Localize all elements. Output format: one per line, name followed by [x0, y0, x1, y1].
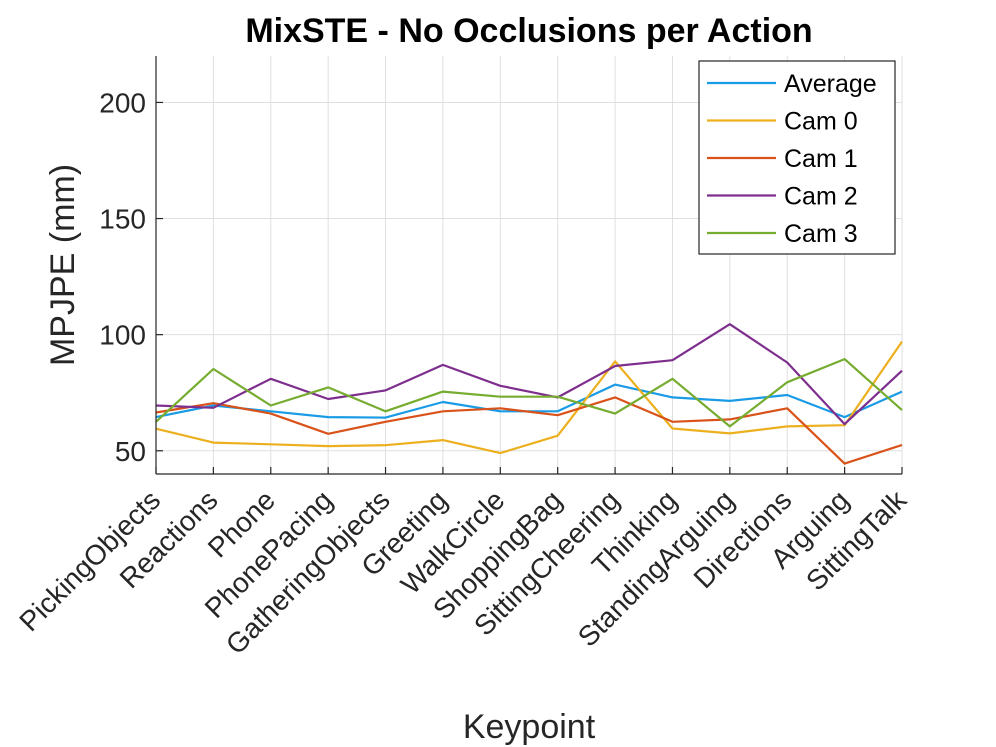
grid	[155, 56, 903, 474]
axes	[155, 56, 903, 475]
chart-title: MixSTE - No Occlusions per Action	[245, 12, 812, 50]
y-tick-label: 150	[99, 204, 146, 235]
series-line-cam-1	[155, 396, 903, 465]
series-line-cam-2	[155, 323, 903, 426]
legend-label-cam-0: Cam 0	[784, 108, 858, 136]
legend-items: Average Cam 0 Cam 1 Cam 2 Cam 3	[707, 70, 877, 248]
series-line-cam-0	[155, 340, 903, 455]
y-tick-label: 50	[115, 436, 146, 467]
series-line-cam-3	[155, 358, 903, 428]
y-tick-label: 100	[99, 320, 146, 351]
legend-label-cam-1: Cam 1	[784, 145, 858, 173]
y-axis-label: MPJPE (mm)	[44, 164, 82, 366]
legend-label-cam-3: Cam 3	[784, 220, 858, 248]
legend-label-average: Average	[784, 70, 877, 98]
legend-label-cam-2: Cam 2	[784, 183, 858, 211]
x-tick-labels: PickingObjectsReactionsPhonePhonePacingG…	[13, 484, 913, 661]
y-tick-labels: 50 100 150 200	[99, 87, 146, 466]
x-axis-label: Keypoint	[463, 708, 596, 746]
y-tick-label: 200	[99, 87, 146, 118]
legend: Average Cam 0 Cam 1 Cam 2 Cam 3	[698, 60, 896, 255]
series-lines	[155, 323, 903, 465]
